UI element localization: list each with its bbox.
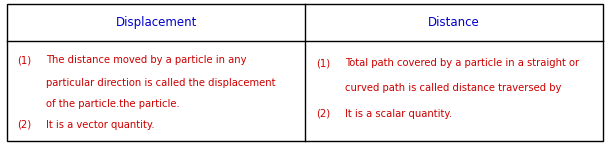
Text: Distance: Distance [428,16,479,29]
Text: (1): (1) [316,58,330,68]
Text: particular direction is called the displacement: particular direction is called the displ… [46,78,275,88]
Text: It is a vector quantity.: It is a vector quantity. [46,120,154,130]
Text: It is a scalar quantity.: It is a scalar quantity. [345,109,452,119]
Text: of the particle.the particle.: of the particle.the particle. [46,99,179,109]
Text: (1): (1) [17,55,31,65]
Text: Total path covered by a particle in a straight or: Total path covered by a particle in a st… [345,58,579,68]
Text: curved path is called distance traversed by: curved path is called distance traversed… [345,83,561,93]
Text: (2): (2) [17,120,31,130]
Text: (2): (2) [316,109,330,119]
Text: Displacement: Displacement [115,16,197,29]
Text: The distance moved by a particle in any: The distance moved by a particle in any [46,55,246,65]
